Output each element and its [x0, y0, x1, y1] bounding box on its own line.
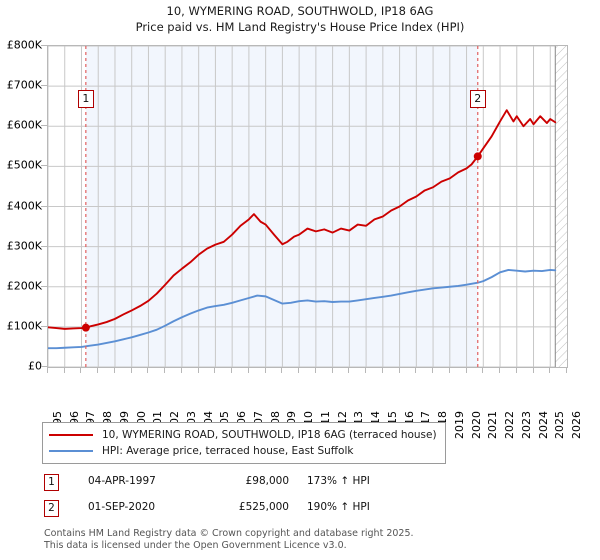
x-tick-label: 2024 [536, 411, 550, 439]
x-tick-mark [331, 368, 333, 373]
x-tick-label: 2026 [570, 411, 583, 439]
transaction-row[interactable]: 2 01-SEP-2020 £525,000 190% ↑ HPI [44, 499, 404, 525]
y-tick-mark [41, 85, 47, 87]
y-tick-label: £100K [6, 319, 42, 333]
x-tick-mark [214, 368, 216, 373]
x-tick-mark [365, 368, 367, 373]
x-tick-mark [398, 368, 400, 373]
y-axis: £0 £100K £200K £300K £400K £500K £600K £700K £80… [0, 39, 45, 373]
x-tick-mark [482, 368, 484, 373]
x-tick-mark [298, 368, 300, 373]
x-tick-mark [80, 368, 82, 373]
x-tick-mark [465, 368, 467, 373]
chart-legend: 10, WYMERING ROAD, SOUTHWOLD, IP18 6AG (… [42, 422, 446, 464]
transaction-date: 01-SEP-2020 [88, 501, 156, 513]
transaction-badge: 1 [44, 474, 59, 491]
transaction-price: £525,000 [238, 501, 289, 513]
title-line-2: Price paid vs. HM Land Registry's House … [135, 20, 465, 34]
transaction-price: £98,000 [245, 475, 289, 487]
x-tick-mark [247, 368, 249, 373]
x-tick-label: 2022 [503, 411, 517, 439]
x-tick-label: 2023 [519, 411, 533, 439]
y-tick-mark [41, 205, 47, 207]
page-title: 10, WYMERING ROAD, SOUTHWOLD, IP18 6AG P… [0, 3, 600, 35]
transaction-badge: 2 [44, 500, 59, 517]
x-tick-mark [566, 368, 567, 373]
x-tick-mark [113, 368, 115, 373]
x-tick-mark [348, 368, 350, 373]
x-tick-mark [197, 368, 199, 373]
x-tick-mark [231, 368, 233, 373]
x-tick-mark [532, 368, 534, 373]
x-tick-mark [448, 368, 450, 373]
y-tick-mark [41, 245, 47, 247]
footer-line-1: Contains HM Land Registry data © Crown c… [44, 528, 414, 539]
x-tick-mark [130, 368, 132, 373]
attribution-footer: Contains HM Land Registry data © Crown c… [44, 528, 584, 551]
x-axis: 1995199619971998199920002001200220032004… [47, 371, 583, 439]
chart-canvas [48, 46, 567, 367]
y-tick-label: £200K [6, 279, 42, 293]
y-tick-label: £500K [6, 158, 42, 172]
transaction-date: 04-APR-1997 [88, 475, 156, 487]
y-tick-label: £600K [6, 118, 42, 132]
legend-label: 10, WYMERING ROAD, SOUTHWOLD, IP18 6AG (… [102, 429, 437, 441]
x-tick-mark [515, 368, 517, 373]
legend-label: HPI: Average price, terraced house, East… [102, 445, 354, 457]
y-axis-ticks [41, 45, 48, 368]
y-tick-mark [41, 45, 47, 46]
legend-line-swatch [49, 450, 93, 452]
transactions-list: 1 04-APR-1997 £98,000 173% ↑ HPI 2 01-SEP-202… [44, 473, 404, 525]
y-tick-mark [41, 285, 47, 287]
legend-entry: 10, WYMERING ROAD, SOUTHWOLD, IP18 6AG (… [49, 427, 439, 443]
x-tick-mark [432, 368, 434, 373]
x-tick-label: 2025 [553, 411, 567, 439]
y-tick-label: £0 [28, 359, 42, 373]
x-tick-mark [47, 368, 48, 373]
x-tick-mark [549, 368, 551, 373]
x-tick-mark [314, 368, 316, 373]
x-tick-label: 2020 [469, 411, 483, 439]
y-tick-label: £300K [6, 239, 42, 253]
x-tick-mark [499, 368, 501, 373]
footer-line-2: This data is licensed under the Open Gov… [44, 539, 347, 551]
y-tick-mark [41, 125, 47, 127]
x-tick-label: 2021 [486, 411, 500, 439]
y-tick-mark [41, 366, 47, 367]
x-tick-mark [63, 368, 65, 373]
x-tick-mark [147, 368, 149, 373]
x-tick-mark [381, 368, 383, 373]
transaction-hpi-delta: 173% ↑ HPI [307, 475, 370, 487]
x-tick-mark [264, 368, 266, 373]
legend-line-swatch [49, 434, 93, 436]
plot-marker-2: 2 [469, 90, 486, 108]
x-tick-label: 2019 [452, 411, 466, 439]
transaction-hpi-delta: 190% ↑ HPI [307, 501, 370, 513]
x-tick-mark [180, 368, 182, 373]
legend-entry: HPI: Average price, terraced house, East… [49, 443, 439, 459]
x-tick-mark [164, 368, 166, 373]
y-tick-mark [41, 165, 47, 167]
y-tick-label: £800K [6, 38, 42, 52]
y-tick-label: £400K [6, 199, 42, 212]
y-tick-mark [41, 325, 47, 327]
transaction-row[interactable]: 1 04-APR-1997 £98,000 173% ↑ HPI [44, 473, 404, 499]
plot-marker-1: 1 [77, 90, 94, 108]
x-tick-mark [281, 368, 283, 373]
title-line-1: 10, WYMERING ROAD, SOUTHWOLD, IP18 6AG [166, 4, 434, 18]
y-tick-label: £700K [6, 78, 42, 92]
x-tick-mark [415, 368, 417, 373]
x-axis-ticks [47, 368, 568, 374]
x-tick-mark [97, 368, 99, 373]
